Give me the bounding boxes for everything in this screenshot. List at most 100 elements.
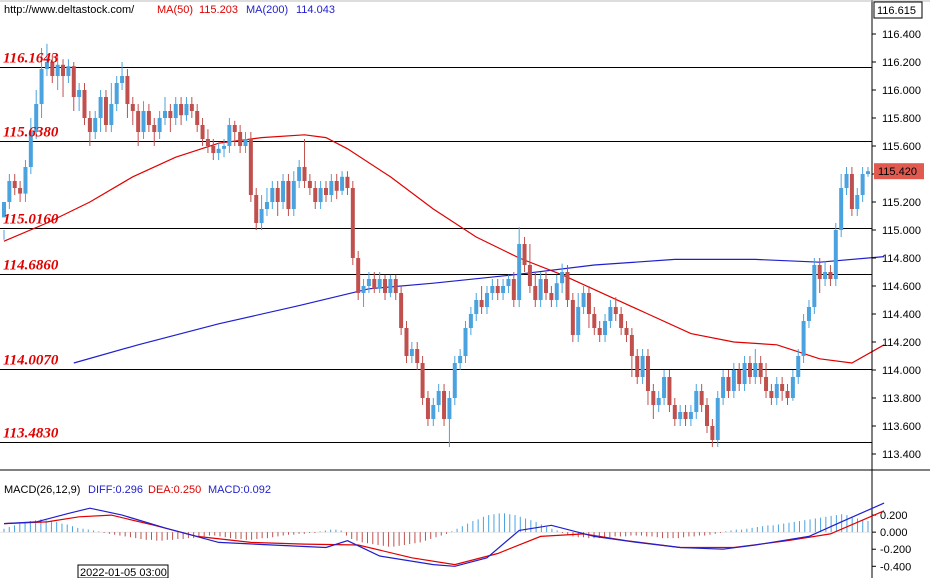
price-tick-label: 115.000 bbox=[882, 225, 921, 237]
price-tick-label: 113.600 bbox=[882, 421, 921, 433]
candle-body bbox=[613, 307, 618, 314]
price-tick-label: 116.400 bbox=[882, 29, 921, 41]
candle-down bbox=[442, 384, 447, 426]
candle-down bbox=[849, 167, 854, 216]
candle-body bbox=[554, 283, 559, 300]
candle-down bbox=[125, 69, 130, 118]
candle-down bbox=[667, 370, 672, 412]
candle-body bbox=[7, 181, 12, 202]
candle-body bbox=[538, 279, 543, 300]
price-tick-label: 116.000 bbox=[882, 85, 921, 97]
candle-body bbox=[61, 64, 66, 76]
candle-body bbox=[55, 64, 60, 76]
candle-down bbox=[624, 321, 629, 342]
candle-down bbox=[683, 405, 688, 426]
candle-down bbox=[238, 125, 243, 153]
candle-body bbox=[130, 104, 135, 111]
candle-down bbox=[302, 139, 307, 188]
candle-up bbox=[833, 223, 838, 286]
candle-up bbox=[162, 97, 167, 125]
candle-down bbox=[544, 272, 549, 300]
candle-body bbox=[688, 412, 693, 419]
candle-down bbox=[286, 174, 291, 216]
candle-up bbox=[318, 181, 323, 209]
candle-down bbox=[420, 356, 425, 405]
macd-diff-value: DIFF:0.296 bbox=[88, 484, 143, 496]
candle-up bbox=[458, 349, 463, 370]
level-label: 116.1643 bbox=[3, 51, 59, 67]
candle-body bbox=[109, 104, 114, 125]
candle-body bbox=[742, 363, 747, 384]
candle-body bbox=[764, 377, 769, 391]
candle-body bbox=[796, 356, 801, 377]
candle-up bbox=[823, 260, 828, 286]
candle-body bbox=[490, 286, 495, 293]
candle-up bbox=[34, 90, 39, 139]
candle-body bbox=[823, 272, 828, 279]
candle-body bbox=[211, 146, 216, 153]
candle-up bbox=[662, 370, 667, 405]
candle-body bbox=[270, 188, 275, 202]
candle-body bbox=[662, 377, 667, 398]
candle-body bbox=[705, 405, 710, 426]
candle-body bbox=[71, 66, 76, 97]
candle-body bbox=[597, 328, 602, 335]
candle-body bbox=[581, 293, 586, 307]
candle-body bbox=[785, 391, 790, 398]
candle-body bbox=[683, 412, 688, 419]
candle-body bbox=[415, 349, 420, 363]
candle-body bbox=[758, 363, 763, 377]
candle-body bbox=[82, 90, 87, 118]
candle-down bbox=[383, 274, 388, 300]
candle-body bbox=[619, 314, 624, 328]
candle-up bbox=[436, 384, 441, 412]
candle-body bbox=[12, 181, 17, 188]
last-price-tag bbox=[874, 163, 924, 180]
macd-title: MACD(26,12,9) bbox=[4, 484, 80, 496]
macd-tick-label: 0.000 bbox=[880, 527, 908, 539]
candle-body bbox=[549, 293, 554, 300]
candle-down bbox=[817, 258, 822, 293]
candle-up bbox=[93, 111, 98, 139]
candle-down bbox=[747, 356, 752, 384]
candle-body bbox=[23, 167, 28, 194]
candle-down bbox=[710, 419, 715, 447]
candle-body bbox=[323, 188, 328, 195]
price-tick-label: 115.200 bbox=[882, 197, 921, 209]
candle-up bbox=[452, 356, 457, 405]
candle-up bbox=[560, 263, 565, 293]
candle-body bbox=[157, 118, 162, 132]
price-tick-label: 113.400 bbox=[882, 449, 921, 461]
macd-tick-label: -0.400 bbox=[880, 561, 911, 573]
candle-down bbox=[82, 83, 87, 125]
candle-up bbox=[23, 160, 28, 202]
candle-body bbox=[694, 391, 699, 412]
candle-body bbox=[286, 181, 291, 209]
candle-up bbox=[377, 272, 382, 293]
candle-down bbox=[635, 349, 640, 384]
candle-down bbox=[232, 120, 237, 146]
candle-body bbox=[560, 272, 565, 284]
candle-down bbox=[533, 272, 538, 307]
candle-body bbox=[527, 265, 532, 286]
candle-body bbox=[307, 181, 312, 188]
candle-body bbox=[297, 167, 302, 181]
candle-body bbox=[232, 125, 237, 132]
candle-down bbox=[248, 132, 253, 202]
candle-body bbox=[66, 66, 71, 76]
candle-body bbox=[790, 377, 795, 398]
candle-down bbox=[393, 274, 398, 300]
candle-body bbox=[629, 335, 634, 356]
candle-body bbox=[168, 111, 173, 118]
candle-body bbox=[44, 62, 49, 69]
candle-down bbox=[613, 297, 618, 321]
candle-body bbox=[586, 293, 591, 314]
candle-body bbox=[87, 118, 92, 132]
candle-up bbox=[264, 188, 269, 216]
candle-body bbox=[849, 174, 854, 209]
candle-down bbox=[549, 286, 554, 307]
level-label: 114.0070 bbox=[3, 353, 59, 369]
top-price-tag bbox=[873, 1, 923, 19]
candle-body bbox=[544, 279, 549, 293]
candle-down bbox=[425, 391, 430, 426]
